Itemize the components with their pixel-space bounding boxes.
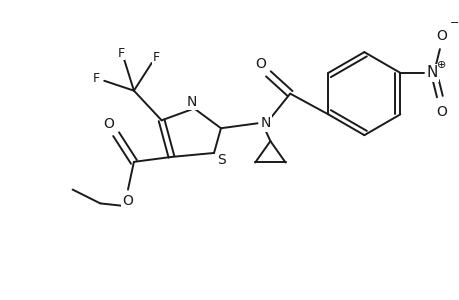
Text: O: O xyxy=(436,105,446,119)
Text: ⊕: ⊕ xyxy=(436,60,446,70)
Text: F: F xyxy=(117,46,124,60)
Text: N: N xyxy=(187,94,197,109)
Text: F: F xyxy=(153,50,160,64)
Text: O: O xyxy=(102,117,113,131)
Text: N: N xyxy=(260,116,270,130)
Text: F: F xyxy=(93,72,100,85)
Text: S: S xyxy=(217,153,226,167)
Text: O: O xyxy=(122,194,133,208)
Text: O: O xyxy=(436,29,446,43)
Text: O: O xyxy=(254,57,265,71)
Text: N: N xyxy=(425,65,437,80)
Text: −: − xyxy=(449,18,459,28)
